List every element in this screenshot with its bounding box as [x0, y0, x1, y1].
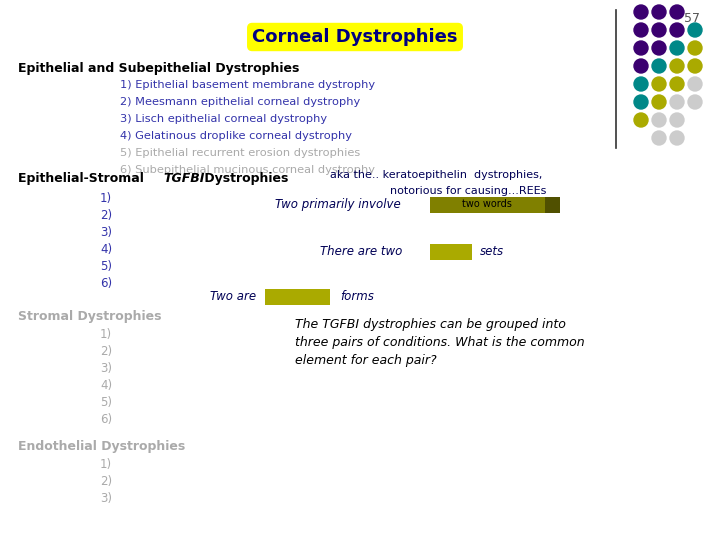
Text: 1) Epithelial basement membrane dystrophy: 1) Epithelial basement membrane dystroph…: [120, 80, 375, 90]
Text: Dystrophies: Dystrophies: [200, 172, 289, 185]
Bar: [265, 289, 330, 305]
Circle shape: [652, 113, 666, 127]
Circle shape: [688, 77, 702, 91]
Text: 3): 3): [100, 362, 112, 375]
Text: Stromal Dystrophies: Stromal Dystrophies: [18, 310, 161, 323]
Circle shape: [634, 41, 648, 55]
Text: 2): 2): [100, 475, 112, 488]
Circle shape: [634, 113, 648, 127]
Text: forms: forms: [340, 290, 374, 303]
Circle shape: [670, 95, 684, 109]
Circle shape: [652, 5, 666, 19]
Circle shape: [652, 95, 666, 109]
Text: aka the.. keratoepithelin  dystrophies,: aka the.. keratoepithelin dystrophies,: [330, 170, 542, 180]
Circle shape: [652, 131, 666, 145]
Text: notorious for causing...REEs: notorious for causing...REEs: [390, 186, 546, 196]
Circle shape: [634, 59, 648, 73]
Text: 5): 5): [100, 260, 112, 273]
Circle shape: [652, 23, 666, 37]
Circle shape: [688, 23, 702, 37]
Text: 3): 3): [100, 226, 112, 239]
Text: 1): 1): [100, 328, 112, 341]
Circle shape: [670, 59, 684, 73]
Text: The TGFBI dystrophies can be grouped into: The TGFBI dystrophies can be grouped int…: [295, 318, 566, 331]
Text: 6): 6): [100, 277, 112, 290]
Text: sets: sets: [480, 245, 504, 258]
Text: 5): 5): [100, 396, 112, 409]
Circle shape: [688, 41, 702, 55]
Circle shape: [670, 131, 684, 145]
Circle shape: [670, 5, 684, 19]
Text: three pairs of conditions. What is the common: three pairs of conditions. What is the c…: [295, 336, 585, 349]
Circle shape: [670, 113, 684, 127]
Text: Endothelial Dystrophies: Endothelial Dystrophies: [18, 440, 185, 453]
Bar: [545, 197, 560, 213]
Circle shape: [634, 5, 648, 19]
Text: element for each pair?: element for each pair?: [295, 354, 436, 367]
Circle shape: [652, 59, 666, 73]
Circle shape: [670, 77, 684, 91]
Text: 2): 2): [100, 209, 112, 222]
Text: 2) Meesmann epithelial corneal dystrophy: 2) Meesmann epithelial corneal dystrophy: [120, 97, 360, 107]
Bar: [430, 244, 472, 260]
Circle shape: [652, 41, 666, 55]
Text: 1): 1): [100, 192, 112, 205]
Circle shape: [634, 95, 648, 109]
Text: TGFBI: TGFBI: [163, 172, 204, 185]
Circle shape: [652, 77, 666, 91]
Text: Corneal Dystrophies: Corneal Dystrophies: [252, 28, 458, 46]
Circle shape: [688, 95, 702, 109]
Text: 4) Gelatinous droplike corneal dystrophy: 4) Gelatinous droplike corneal dystrophy: [120, 131, 352, 141]
Text: 1): 1): [100, 458, 112, 471]
Text: 6): 6): [100, 413, 112, 426]
Text: 2): 2): [100, 345, 112, 358]
Text: 3) Lisch epithelial corneal dystrophy: 3) Lisch epithelial corneal dystrophy: [120, 114, 327, 124]
Circle shape: [688, 59, 702, 73]
Circle shape: [670, 41, 684, 55]
Text: There are two: There are two: [320, 245, 402, 258]
Text: two words: two words: [462, 199, 512, 209]
Text: 5) Epithelial recurrent erosion dystrophies: 5) Epithelial recurrent erosion dystroph…: [120, 148, 360, 158]
Text: Epithelial-Stromal: Epithelial-Stromal: [18, 172, 148, 185]
Text: 4): 4): [100, 379, 112, 392]
Text: Epithelial and Subepithelial Dystrophies: Epithelial and Subepithelial Dystrophies: [18, 62, 300, 75]
Text: Two primarily involve: Two primarily involve: [275, 198, 401, 211]
Text: Two are: Two are: [210, 290, 256, 303]
Bar: [430, 197, 545, 213]
Circle shape: [634, 23, 648, 37]
Circle shape: [670, 23, 684, 37]
Text: 4): 4): [100, 243, 112, 256]
Circle shape: [634, 77, 648, 91]
Text: 6) Subepithelial mucinous corneal dystrophy: 6) Subepithelial mucinous corneal dystro…: [120, 165, 375, 175]
Text: 3): 3): [100, 492, 112, 505]
Text: 57: 57: [684, 12, 700, 25]
